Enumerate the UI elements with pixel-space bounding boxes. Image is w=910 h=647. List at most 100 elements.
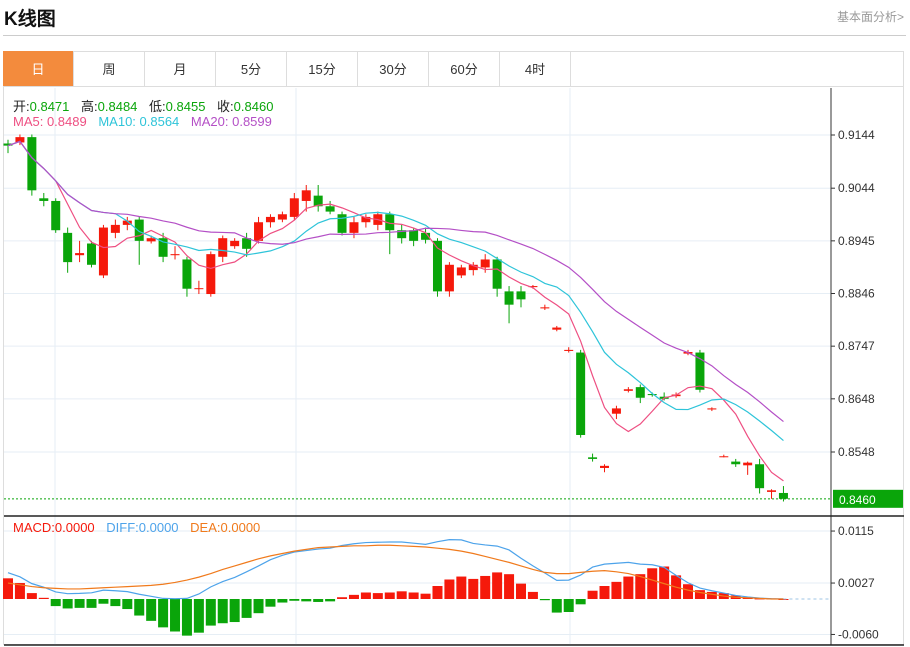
- macd-bar: [193, 599, 204, 633]
- candle-up: [349, 222, 359, 233]
- macd-bar: [432, 586, 443, 599]
- macd-bar: [50, 599, 61, 607]
- macd-bar: [527, 591, 538, 599]
- candle-down: [63, 232, 73, 263]
- candle-down: [421, 232, 431, 240]
- macd-bar: [647, 568, 658, 599]
- diff-line: [7, 539, 784, 600]
- macd-bar: [110, 599, 121, 607]
- price-tick-label: 0.8548: [838, 445, 875, 459]
- macd-bar: [74, 599, 85, 608]
- macd-bar: [265, 599, 276, 607]
- candle-up: [75, 253, 85, 256]
- candle-up: [719, 456, 729, 458]
- candle-down: [134, 219, 144, 241]
- candle-up: [230, 240, 240, 247]
- macd-bar: [515, 583, 526, 599]
- macd-bar: [372, 593, 383, 599]
- candle-down: [755, 464, 765, 489]
- candle-up: [743, 462, 753, 466]
- candle-up: [480, 259, 490, 268]
- candle-up: [468, 264, 478, 271]
- macd-bar: [289, 599, 300, 601]
- macd-bar: [277, 599, 288, 603]
- candle-up: [528, 286, 538, 288]
- macd-bar: [325, 599, 336, 602]
- high-value: 0.8484: [97, 99, 138, 114]
- tab-30min[interactable]: 30分: [358, 51, 429, 86]
- macd-bar: [444, 579, 455, 599]
- macd-bar: [62, 599, 73, 609]
- tab-month[interactable]: 月: [145, 51, 216, 86]
- candle-up: [301, 190, 311, 201]
- macd-bar: [468, 578, 479, 599]
- tab-5min[interactable]: 5分: [216, 51, 287, 86]
- ma20-legend: MA20: 0.8599: [190, 114, 272, 129]
- macd-bar: [86, 599, 97, 608]
- candle-up: [456, 267, 466, 276]
- macd-tick-label: -0.0060: [838, 627, 879, 641]
- fundamental-analysis-link[interactable]: 基本面分析>: [836, 10, 904, 24]
- open-value: 0.8471: [29, 99, 70, 114]
- macd-bar: [170, 599, 181, 632]
- macd-bar: [122, 599, 133, 610]
- current-price-label: 0.8460: [839, 493, 876, 507]
- tab-4hour[interactable]: 4时: [500, 51, 571, 86]
- macd-bar: [3, 578, 13, 599]
- tab-week[interactable]: 周: [74, 51, 145, 86]
- candle-up: [611, 408, 621, 414]
- macd-legend: MACD:0.0000 DIFF:0.0000 DEA:0.0000: [13, 520, 268, 535]
- macd-bar: [563, 599, 574, 612]
- candle-down: [87, 243, 97, 265]
- macd-bar: [587, 590, 598, 599]
- candle-up: [361, 216, 371, 223]
- price-tick-label: 0.8846: [838, 287, 875, 301]
- candle-up: [600, 465, 609, 468]
- macd-bar: [241, 599, 252, 618]
- price-tick-label: 0.8648: [838, 392, 875, 406]
- candle-down: [182, 259, 192, 289]
- candle-down: [647, 394, 657, 396]
- candle-up: [265, 216, 275, 223]
- macd-bar: [313, 599, 324, 602]
- candle-up: [15, 137, 25, 143]
- candle-down: [409, 230, 419, 241]
- price-tick-label: 0.9044: [838, 181, 875, 195]
- macd-bar: [158, 599, 169, 628]
- macd-bar: [134, 599, 145, 616]
- candle-up: [444, 264, 454, 292]
- macd-bar: [181, 599, 192, 636]
- candle-down: [492, 259, 502, 289]
- ma5-legend: MA5: 0.8489: [13, 114, 87, 129]
- candle-up: [254, 222, 264, 241]
- candle-down: [242, 238, 252, 249]
- candle-down: [27, 137, 37, 191]
- candle-down: [397, 230, 407, 239]
- tab-15min[interactable]: 15分: [287, 51, 358, 86]
- open-label: 开:: [13, 99, 30, 114]
- candle-up: [552, 327, 562, 330]
- tab-day[interactable]: 日: [3, 51, 74, 86]
- tab-60min[interactable]: 60分: [429, 51, 500, 86]
- candle-up: [218, 238, 228, 257]
- ma10-legend: MA10: 0.8564: [98, 114, 180, 129]
- macd-bar: [384, 592, 395, 599]
- period-tabs: 日 周 月 5分 15分 30分 60分 4时: [3, 51, 904, 87]
- ma5-line: [7, 140, 784, 482]
- price-tick-label: 0.8945: [838, 234, 875, 248]
- candle-up: [122, 220, 132, 225]
- candle-up: [767, 490, 777, 492]
- macd-bar: [205, 599, 216, 626]
- macd-tick-label: 0.0115: [838, 524, 874, 538]
- candle-up: [623, 389, 633, 391]
- macd-bar: [611, 581, 622, 599]
- candle-down: [337, 214, 347, 233]
- macd-bar: [694, 590, 705, 599]
- candle-up: [707, 408, 717, 410]
- current-price-tag: [833, 489, 903, 508]
- macd-bar: [635, 574, 646, 599]
- candle-down: [325, 206, 335, 212]
- macd-bar: [348, 594, 359, 599]
- macd-bar: [480, 575, 491, 599]
